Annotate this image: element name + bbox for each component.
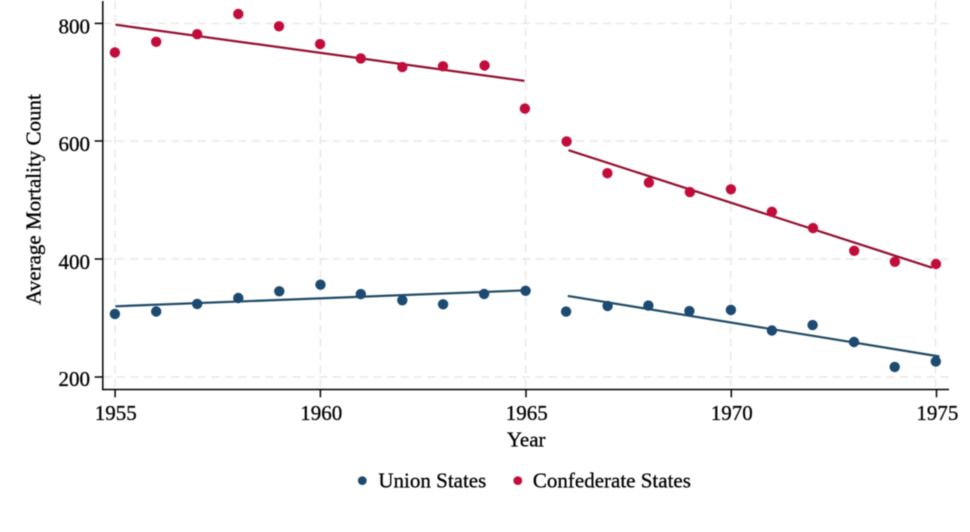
- svg-text:200: 200: [59, 367, 91, 391]
- svg-text:1965: 1965: [506, 401, 548, 425]
- svg-text:Year: Year: [507, 428, 546, 452]
- svg-text:Union States: Union States: [378, 469, 486, 493]
- svg-text:1975: 1975: [916, 401, 958, 425]
- svg-text:Average Mortality Count: Average Mortality Count: [22, 94, 46, 305]
- svg-text:400: 400: [59, 250, 91, 274]
- svg-text:1955: 1955: [95, 401, 137, 425]
- svg-text:1960: 1960: [300, 401, 342, 425]
- svg-text:1970: 1970: [711, 401, 753, 425]
- svg-text:800: 800: [59, 15, 91, 39]
- svg-text:Confederate States: Confederate States: [533, 469, 691, 493]
- svg-text:600: 600: [59, 132, 91, 156]
